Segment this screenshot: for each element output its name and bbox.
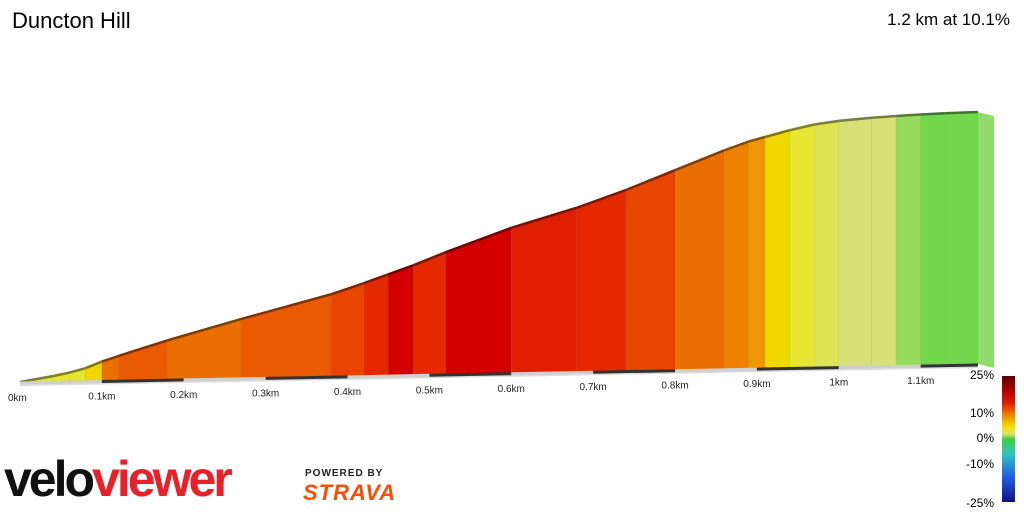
x-tick-label: 0.5km [416, 385, 443, 396]
axis-distance-block [265, 375, 348, 380]
segment-title: Duncton Hill [12, 8, 131, 33]
x-tick-label: 0.3km [252, 388, 279, 399]
legend-label-0: 0% [976, 431, 994, 445]
profile-segment [510, 207, 578, 374]
profile-top-edge [723, 140, 750, 152]
profile-top-edge [101, 354, 119, 363]
profile-segment [838, 117, 872, 367]
x-tick-label: 0km [8, 393, 27, 404]
profile-segment [363, 273, 389, 376]
legend-label-neg10: -10% [965, 457, 994, 471]
profile-segment [813, 120, 840, 368]
profile-segment [895, 114, 921, 366]
profile-segment [871, 115, 897, 367]
axis-distance-block [920, 363, 979, 368]
profile-top-edge [85, 360, 103, 370]
profile-segment [748, 136, 766, 369]
profile-top-edge [625, 169, 676, 192]
x-tick-label: 0.7km [580, 382, 607, 393]
profile-segment [723, 141, 750, 370]
profile-top-edge [674, 149, 725, 172]
x-tick-label: 0.8km [661, 381, 688, 392]
profile-segment [625, 169, 676, 371]
profile-top-edge [388, 264, 414, 276]
x-tick-label: 0.4km [334, 387, 361, 398]
axis-distance-block [347, 373, 430, 379]
axis-distance-block [756, 366, 839, 371]
legend-label-25: 25% [969, 368, 994, 382]
x-tick-label: 0.1km [88, 391, 115, 402]
profile-segment [764, 129, 790, 369]
axis-distance-block [675, 367, 757, 373]
profile-top-edge [117, 339, 168, 358]
svg-text:veloviewer: veloviewer [4, 452, 232, 507]
profile-top-edge [871, 114, 897, 120]
axis-distance-block [429, 372, 512, 377]
powered-by-label: POWERED BY [305, 468, 384, 479]
legend-label-neg25: -25% [965, 496, 994, 510]
profile-segment [412, 251, 447, 375]
profile-top-edge [167, 317, 242, 342]
profile-segment [330, 282, 365, 377]
strava-logo: STRAVA [303, 480, 397, 505]
profile-top-edge [838, 116, 872, 123]
profile-top-edge [68, 366, 86, 374]
axis-distance-block [183, 376, 266, 382]
profile-segment [674, 149, 725, 370]
legend-label-10: 10% [969, 406, 994, 420]
profile-segment [789, 124, 815, 368]
profile-segment [117, 339, 168, 381]
profile-segment [388, 264, 414, 376]
axis-distance-block [101, 378, 184, 383]
profile-top-edge [363, 273, 389, 285]
axis-distance-block [511, 370, 594, 376]
profile-top-edge [920, 111, 946, 116]
profile-top-edge [748, 135, 766, 143]
x-tick-label: 1.1km [907, 376, 934, 387]
x-tick-label: 0.6km [498, 384, 525, 395]
profile-top-edge [814, 119, 839, 126]
profile-segment [576, 189, 627, 372]
profile-top-edge [330, 281, 365, 296]
profile-top-edge [896, 113, 921, 118]
profile-top-edge [240, 293, 332, 321]
profile-top-edge [789, 123, 815, 132]
profile-top-edge [576, 188, 627, 209]
x-tick-label: 1km [829, 378, 848, 389]
profile-top-edge [52, 371, 70, 378]
profile-end-face [978, 112, 994, 368]
profile-top-edge [412, 251, 447, 267]
profile-segment [167, 318, 242, 380]
x-tick-label: 0.2km [170, 390, 197, 401]
profile-segment [920, 112, 946, 366]
veloviewer-logo: veloviewer [4, 452, 235, 507]
profile-top-edge [445, 226, 512, 254]
profile-top-edge [764, 129, 791, 139]
profile-top-edge [945, 110, 979, 115]
segment-summary: 1.2 km at 10.1% [887, 10, 1010, 29]
axis-distance-block [19, 379, 102, 385]
axis-distance-block [593, 369, 676, 374]
profile-segment [944, 111, 979, 365]
profile-top-edge [510, 206, 578, 230]
x-tick-label: 0.9km [743, 379, 770, 390]
gradient-legend-bar [1002, 376, 1015, 502]
axis-distance-block [838, 364, 921, 370]
profile-top-edge [19, 374, 53, 384]
